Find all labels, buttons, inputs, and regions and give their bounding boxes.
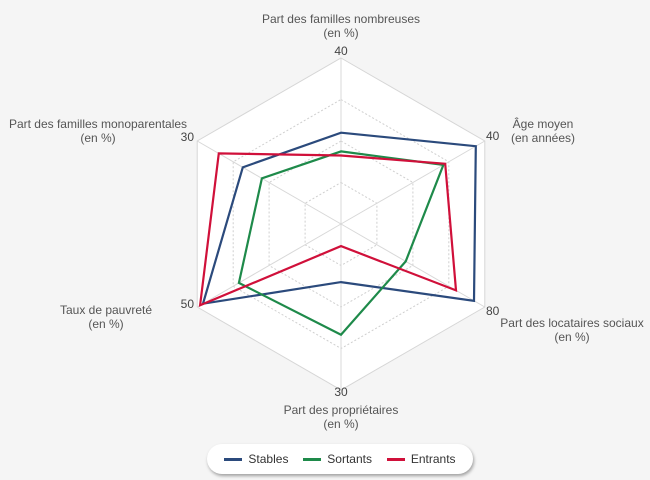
axis-max-tick-label: 40 <box>486 129 500 143</box>
grid-spoke <box>196 140 342 225</box>
axis-title: Âge moyen (en années) <box>511 116 575 145</box>
axis-title: Part des familles monoparentales (en %) <box>9 117 187 145</box>
axis-title: Taux de pauvreté (en %) <box>60 303 152 331</box>
legend-item-sortants[interactable]: Sortants <box>303 452 372 466</box>
grid-spoke <box>340 140 486 225</box>
axis-max-tick-label: 80 <box>486 304 500 318</box>
label-layer: 40 Part des familles nombreuses (en %) 40 Âg… <box>9 12 644 431</box>
legend-label: Stables <box>248 452 289 466</box>
axis-max-tick-label: 50 <box>181 297 195 311</box>
legend-swatch <box>303 457 322 461</box>
legend-swatch <box>386 457 405 461</box>
grid-spoke <box>340 223 486 308</box>
axis-max-tick-label: 40 <box>334 44 348 58</box>
axis-max-tick-label: 30 <box>334 385 348 399</box>
series-layer <box>198 131 477 337</box>
axis-title: Part des familles nombreuses (en %) <box>262 12 420 40</box>
axis-title: Part des locataires sociaux (en %) <box>500 316 643 344</box>
radar-plot: 40 Part des familles nombreuses (en %) 40 Âg… <box>9 12 644 431</box>
legend-label: Sortants <box>327 452 372 466</box>
axis-max-tick-label: 30 <box>181 130 195 144</box>
axis-title: Part des propriétaires (en %) <box>284 403 399 431</box>
grid-layer <box>196 57 486 391</box>
legend-item-stables[interactable]: Stables <box>224 452 288 466</box>
chart-legend: Stables Sortants Entrants <box>207 444 473 474</box>
legend-item-entrants[interactable]: Entrants <box>386 452 456 466</box>
legend-swatch <box>224 457 243 461</box>
legend-label: Entrants <box>410 452 456 466</box>
grid-spoke <box>196 223 342 308</box>
